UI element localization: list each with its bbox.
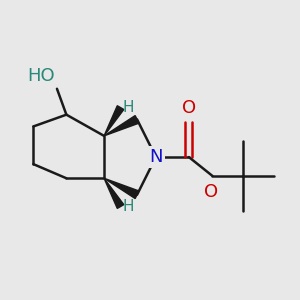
- Polygon shape: [104, 106, 124, 136]
- Text: N: N: [149, 148, 163, 166]
- Text: O: O: [182, 99, 196, 117]
- Polygon shape: [104, 178, 124, 208]
- Text: O: O: [204, 183, 218, 201]
- Polygon shape: [104, 116, 139, 136]
- Text: H: H: [123, 199, 134, 214]
- Text: H: H: [123, 100, 134, 115]
- Text: HO: HO: [27, 67, 55, 85]
- Polygon shape: [104, 178, 139, 199]
